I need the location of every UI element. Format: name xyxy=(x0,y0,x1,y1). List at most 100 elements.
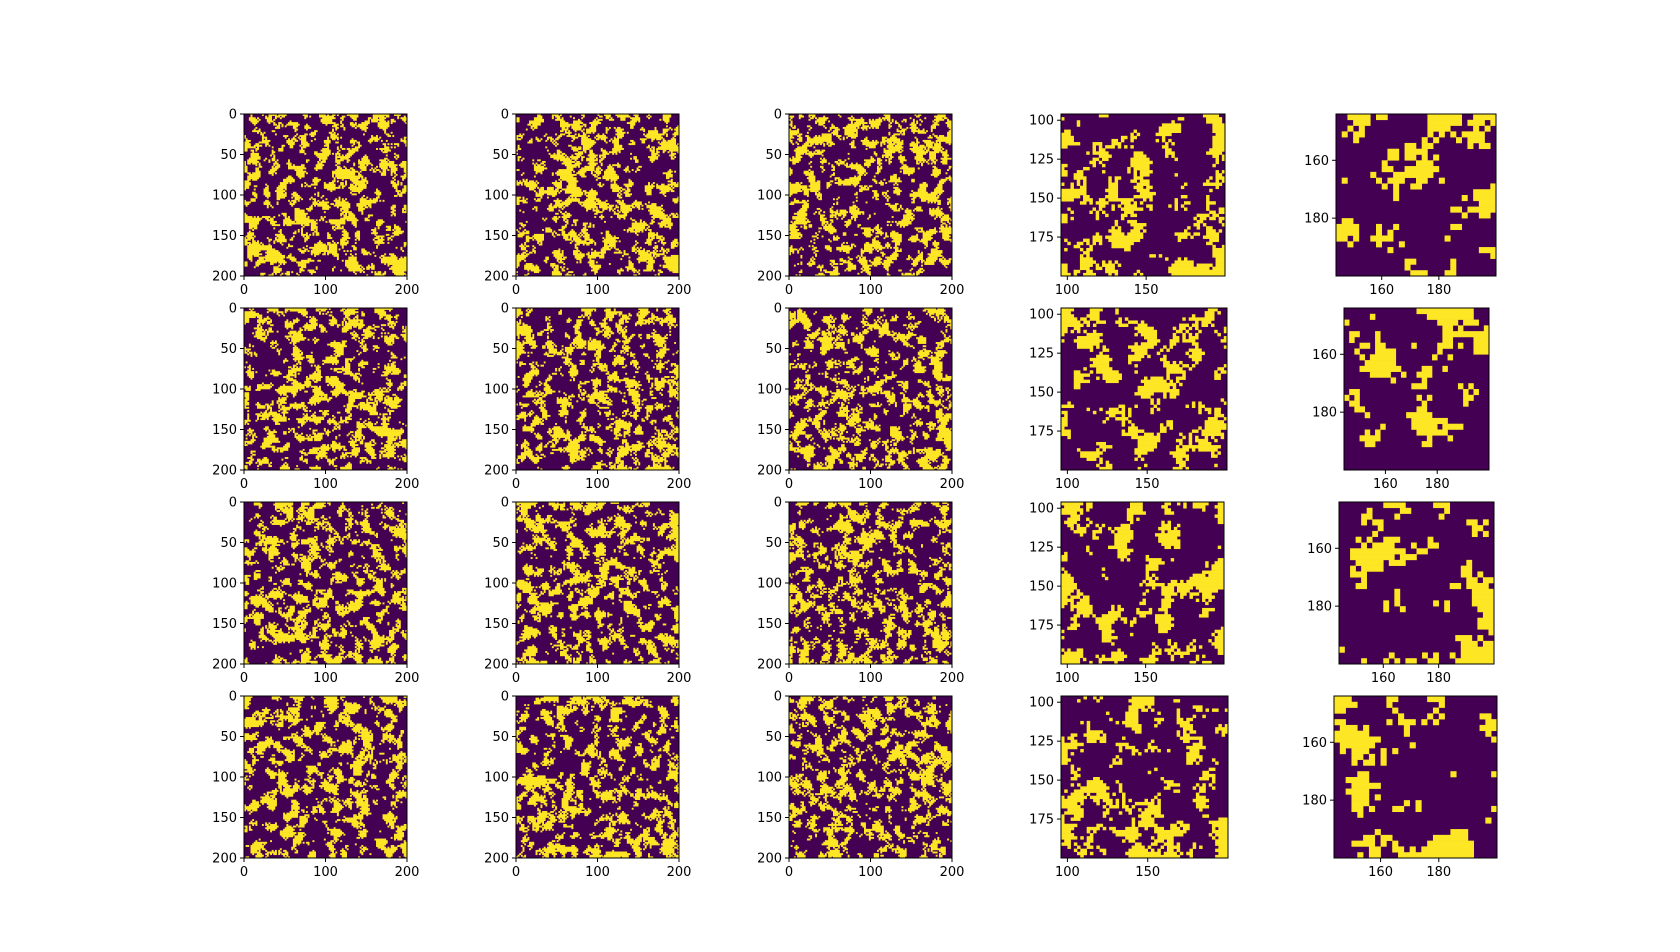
x-tick-label: 100 xyxy=(858,283,883,298)
panel-r1-c4: 100 150 100 125 150 175 xyxy=(1029,113,1226,298)
heatmap-cells xyxy=(1334,696,1498,859)
y-tick-label: 150 xyxy=(1029,774,1054,789)
heatmap-cells xyxy=(244,502,408,665)
heatmap-cells xyxy=(516,696,680,859)
y-tick-label: 150 xyxy=(212,617,237,632)
y-tick-label: 125 xyxy=(1029,735,1054,750)
x-tick-label: 0 xyxy=(512,283,520,298)
y-tick-label: 175 xyxy=(1029,231,1054,246)
heatmap-cells xyxy=(1061,114,1226,277)
y-tick-label: 100 xyxy=(212,577,237,592)
x-tick-label: 200 xyxy=(667,283,692,298)
y-tick-label: 100 xyxy=(757,577,782,592)
y-tick-label: 0 xyxy=(774,108,782,123)
y-tick-label: 100 xyxy=(1029,696,1054,711)
y-tick-label: 0 xyxy=(229,108,237,123)
axes-frame xyxy=(1338,501,1495,665)
y-tick-label: 150 xyxy=(757,811,782,826)
y-tick-label: 180 xyxy=(1312,406,1337,421)
heatmap-cells xyxy=(244,696,408,859)
y-tick-label: 100 xyxy=(757,383,782,398)
y-tick-label: 100 xyxy=(212,771,237,786)
x-tick-label: 180 xyxy=(1426,865,1451,880)
x-tick-label: 150 xyxy=(1135,865,1160,880)
y-tick-label: 175 xyxy=(1029,619,1054,634)
x-tick-label: 160 xyxy=(1373,477,1398,492)
x-tick-label: 0 xyxy=(240,283,248,298)
y-tick-label: 150 xyxy=(1029,386,1054,401)
y-tick-label: 160 xyxy=(1304,154,1329,169)
y-tick-label: 0 xyxy=(501,690,509,705)
x-tick-label: 0 xyxy=(785,865,793,880)
x-tick-label: 200 xyxy=(940,283,965,298)
x-tick-label: 0 xyxy=(512,671,520,686)
y-tick-label: 150 xyxy=(212,423,237,438)
panel-r3-c5: 160 180 160 180 xyxy=(1307,501,1495,686)
y-tick-label: 100 xyxy=(212,189,237,204)
heatmap-cells xyxy=(516,308,680,471)
y-tick-label: 180 xyxy=(1304,212,1329,227)
x-tick-label: 180 xyxy=(1426,283,1451,298)
panel-r4-c4: 100 150 100 125 150 175 xyxy=(1029,695,1229,880)
y-tick-label: 200 xyxy=(484,658,509,673)
x-tick-label: 160 xyxy=(1371,671,1396,686)
axes-frame xyxy=(1060,113,1226,277)
heatmap-cells xyxy=(516,114,680,277)
x-tick-label: 0 xyxy=(512,865,520,880)
heatmap-cells xyxy=(1339,502,1495,665)
heatmap-cells xyxy=(789,696,953,859)
x-tick-label: 150 xyxy=(1134,283,1159,298)
x-tick-label: 0 xyxy=(240,865,248,880)
y-tick-label: 150 xyxy=(212,229,237,244)
y-tick-label: 50 xyxy=(220,730,237,745)
x-tick-label: 100 xyxy=(585,671,610,686)
y-tick-label: 160 xyxy=(1312,348,1337,363)
y-tick-label: 150 xyxy=(1029,192,1054,207)
y-tick-label: 0 xyxy=(774,496,782,511)
y-tick-label: 50 xyxy=(492,730,509,745)
x-tick-label: 100 xyxy=(585,283,610,298)
y-tick-label: 150 xyxy=(1029,580,1054,595)
y-tick-label: 150 xyxy=(757,423,782,438)
x-tick-label: 200 xyxy=(395,865,420,880)
heatmap-cells xyxy=(1061,502,1225,665)
x-tick-label: 160 xyxy=(1369,283,1394,298)
y-tick-label: 200 xyxy=(757,852,782,867)
y-tick-label: 50 xyxy=(765,730,782,745)
y-tick-label: 125 xyxy=(1029,153,1054,168)
y-tick-label: 100 xyxy=(757,189,782,204)
y-tick-label: 180 xyxy=(1302,794,1327,809)
heatmap-cells xyxy=(789,502,953,665)
x-tick-label: 100 xyxy=(313,671,338,686)
y-tick-label: 200 xyxy=(484,464,509,479)
y-tick-label: 125 xyxy=(1029,541,1054,556)
x-tick-label: 100 xyxy=(1055,865,1080,880)
y-tick-label: 0 xyxy=(229,496,237,511)
x-tick-label: 100 xyxy=(585,865,610,880)
y-tick-label: 0 xyxy=(501,302,509,317)
y-tick-label: 0 xyxy=(774,690,782,705)
x-tick-label: 200 xyxy=(395,671,420,686)
axes-frame xyxy=(1335,113,1497,277)
heatmap-cells xyxy=(1336,114,1497,277)
x-tick-label: 150 xyxy=(1135,477,1160,492)
y-tick-label: 50 xyxy=(220,342,237,357)
y-tick-label: 175 xyxy=(1029,813,1054,828)
heatmap-cells xyxy=(1344,308,1490,448)
y-tick-label: 0 xyxy=(774,302,782,317)
y-tick-label: 200 xyxy=(212,658,237,673)
heatmap-cells xyxy=(1061,308,1228,471)
y-tick-label: 100 xyxy=(484,771,509,786)
heatmap-background xyxy=(244,696,407,858)
y-tick-label: 0 xyxy=(229,690,237,705)
x-tick-label: 100 xyxy=(313,477,338,492)
y-tick-label: 200 xyxy=(757,658,782,673)
y-tick-label: 200 xyxy=(757,270,782,285)
x-tick-label: 180 xyxy=(1425,477,1450,492)
